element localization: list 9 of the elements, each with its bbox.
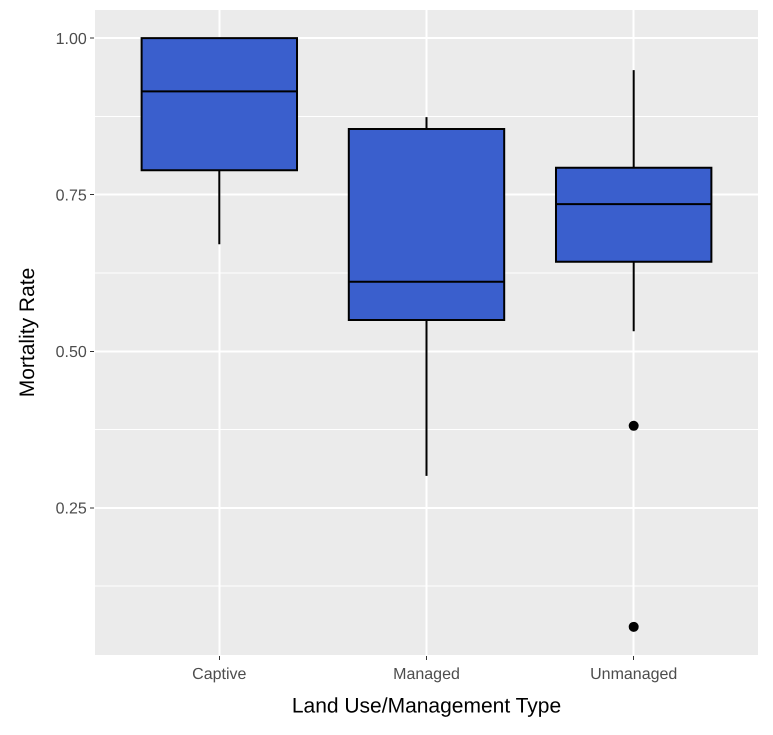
y-tick-label: 0.75	[56, 187, 87, 204]
y-tick-label: 0.25	[56, 500, 87, 518]
y-axis-title: Mortality Rate	[16, 268, 39, 398]
y-tick-label: 0.50	[56, 344, 87, 361]
x-tick-label: Managed	[393, 666, 460, 684]
y-tick-label: 1.00	[56, 30, 87, 48]
x-tick-label: Unmanaged	[590, 666, 678, 684]
x-tick-label: Captive	[192, 666, 247, 684]
x-axis-title: Land Use/Management Type	[292, 694, 562, 718]
